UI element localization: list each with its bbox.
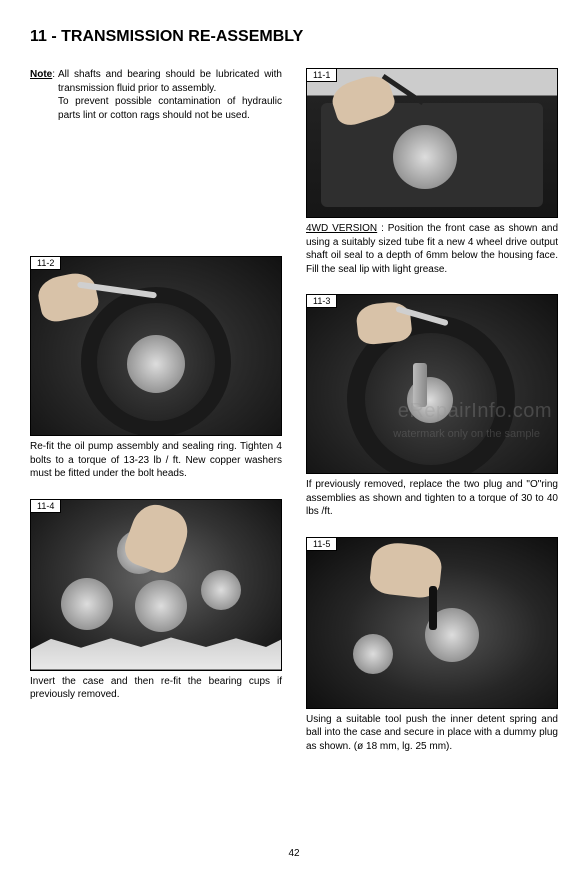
figure-11-2: 11-2 Re-fit the oil pump assembly and se… — [30, 256, 282, 481]
page-number: 42 — [0, 848, 588, 859]
figure-label: 11-2 — [31, 257, 61, 270]
figure-caption: Invert the case and then re-fit the bear… — [30, 675, 282, 702]
caption-sep: : — [377, 223, 388, 234]
figure-caption: Using a suitable tool push the inner det… — [306, 713, 558, 754]
figure-label: 11-5 — [307, 538, 337, 551]
figure-label: 11-3 — [307, 295, 337, 308]
figure-image-11-4: 11-4 — [30, 499, 282, 671]
note-block: Note : All shafts and bearing should be … — [30, 68, 282, 122]
figure-label: 11-1 — [307, 69, 337, 82]
note-label: Note — [30, 68, 52, 122]
figure-caption-11-1: 4WD VERSION : Position the front case as… — [306, 222, 558, 276]
figure-image-11-5: 11-5 — [306, 537, 558, 709]
note-text: All shafts and bearing should be lubrica… — [55, 68, 282, 122]
figure-label: 11-4 — [31, 500, 61, 513]
section-number: 11 — [30, 28, 47, 45]
figure-caption: Re-fit the oil pump assembly and sealing… — [30, 440, 282, 481]
figure-image-11-3: 11-3 — [306, 294, 558, 474]
figure-11-1: 11-1 4WD VERSION : Position the front ca… — [306, 68, 558, 276]
left-column: Note : All shafts and bearing should be … — [30, 68, 282, 771]
figure-caption: If previously removed, replace the two p… — [306, 478, 558, 519]
caption-prefix: 4WD VERSION — [306, 223, 377, 234]
section-title: TRANSMISSION RE-ASSEMBLY — [61, 28, 303, 45]
page-title: 11 - TRANSMISSION RE-ASSEMBLY — [30, 28, 558, 46]
title-sep: - — [51, 28, 61, 45]
figure-11-3: 11-3 If previously removed, replace the … — [306, 294, 558, 519]
figure-image-11-1: 11-1 — [306, 68, 558, 218]
figure-image-11-2: 11-2 — [30, 256, 282, 436]
spacer — [30, 138, 282, 256]
figure-11-5: 11-5 Using a suitable tool push the inne… — [306, 537, 558, 754]
right-column: 11-1 4WD VERSION : Position the front ca… — [306, 68, 558, 771]
figure-11-4: 11-4 Invert the case and then re-fit the… — [30, 499, 282, 702]
content-columns: Note : All shafts and bearing should be … — [30, 68, 558, 771]
